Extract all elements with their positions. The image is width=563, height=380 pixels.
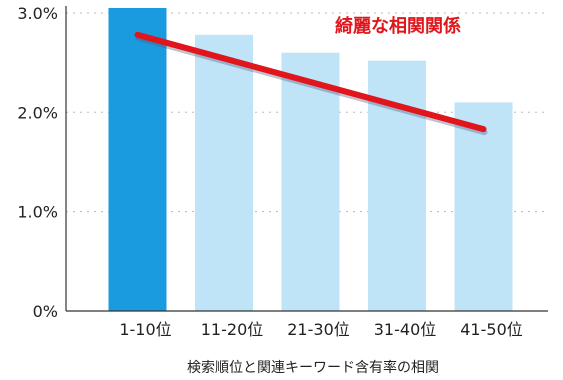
bar-3: [281, 52, 340, 311]
bar-1: [108, 8, 167, 311]
x-tick-label: 1-10位: [119, 320, 171, 339]
y-tick-label: 0%: [33, 302, 58, 321]
x-axis-label: 検索順位と関連キーワード含有率の相関: [187, 359, 439, 376]
x-tick-label: 11-20位: [201, 320, 264, 339]
x-tick-label: 21-30位: [287, 320, 350, 339]
y-tick-label: 1.0%: [17, 203, 58, 222]
trend-line: [134, 31, 487, 133]
annotation-label: 綺麗な相関関係: [335, 15, 461, 37]
trend-line-group: [134, 31, 488, 136]
y-tick-label: 3.0%: [17, 4, 58, 23]
x-tick-label: 31-40位: [374, 320, 437, 339]
y-tick-labels: 0% 1.0% 2.0% 3.0%: [17, 4, 58, 321]
axes: [65, 6, 548, 312]
bar-2: [195, 34, 253, 312]
bars: [108, 8, 513, 312]
bar-5: [454, 102, 513, 312]
x-tick-label: 41-50位: [460, 320, 523, 339]
y-tick-label: 2.0%: [17, 103, 58, 122]
x-tick-labels: 1-10位 11-20位 21-30位 31-40位 41-50位: [119, 320, 522, 339]
